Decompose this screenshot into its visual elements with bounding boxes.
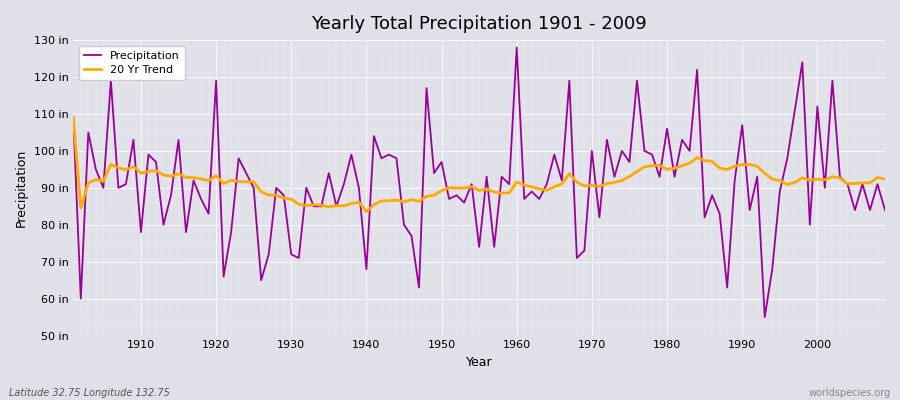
Title: Yearly Total Precipitation 1901 - 2009: Yearly Total Precipitation 1901 - 2009: [311, 15, 647, 33]
Precipitation: [293, 256, 304, 260]
Precipitation: [68, 115, 78, 120]
Line: Precipitation: Precipitation: [73, 48, 885, 317]
Text: worldspecies.org: worldspecies.org: [809, 388, 891, 398]
20 Yr Trend: [609, 180, 620, 185]
Y-axis label: Precipitation: Precipitation: [15, 149, 28, 227]
Precipitation: [518, 196, 529, 201]
Precipitation: [879, 208, 890, 212]
20 Yr Trend: [338, 203, 349, 208]
Precipitation: [128, 138, 139, 142]
20 Yr Trend: [68, 115, 78, 120]
Legend: Precipitation, 20 Yr Trend: Precipitation, 20 Yr Trend: [79, 46, 185, 80]
20 Yr Trend: [128, 164, 139, 169]
Precipitation: [511, 45, 522, 50]
20 Yr Trend: [293, 202, 304, 207]
Text: Latitude 32.75 Longitude 132.75: Latitude 32.75 Longitude 132.75: [9, 388, 170, 398]
20 Yr Trend: [361, 209, 372, 214]
X-axis label: Year: Year: [466, 356, 492, 369]
20 Yr Trend: [518, 183, 529, 188]
Precipitation: [338, 182, 349, 186]
20 Yr Trend: [511, 180, 522, 184]
20 Yr Trend: [879, 176, 890, 181]
Precipitation: [760, 315, 770, 320]
Precipitation: [609, 174, 620, 179]
Line: 20 Yr Trend: 20 Yr Trend: [73, 118, 885, 212]
Precipitation: [504, 182, 515, 186]
